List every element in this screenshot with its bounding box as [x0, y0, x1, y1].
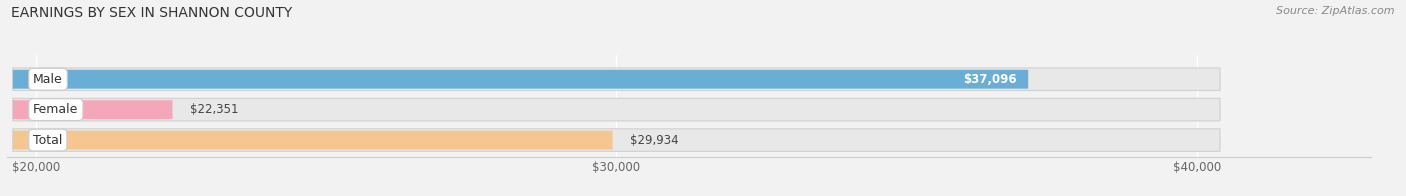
- Text: EARNINGS BY SEX IN SHANNON COUNTY: EARNINGS BY SEX IN SHANNON COUNTY: [11, 6, 292, 20]
- FancyBboxPatch shape: [13, 70, 1028, 89]
- Text: $22,351: $22,351: [190, 103, 239, 116]
- Text: Total: Total: [34, 133, 62, 147]
- FancyBboxPatch shape: [13, 131, 613, 150]
- FancyBboxPatch shape: [13, 100, 173, 119]
- Text: $37,096: $37,096: [963, 73, 1017, 86]
- Text: Source: ZipAtlas.com: Source: ZipAtlas.com: [1277, 6, 1395, 16]
- Text: Female: Female: [34, 103, 79, 116]
- Text: $29,934: $29,934: [630, 133, 679, 147]
- FancyBboxPatch shape: [13, 129, 1220, 151]
- FancyBboxPatch shape: [13, 98, 1220, 121]
- Text: Male: Male: [34, 73, 63, 86]
- FancyBboxPatch shape: [13, 68, 1220, 91]
